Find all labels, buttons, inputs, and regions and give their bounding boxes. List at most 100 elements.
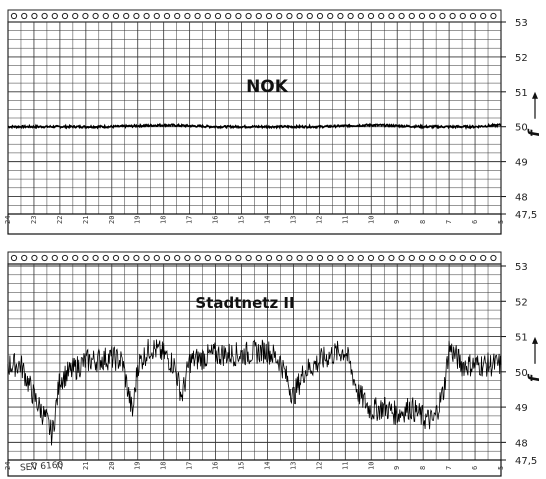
sprocket-hole: [378, 12, 385, 20]
sprocket-hole: [306, 254, 313, 262]
x-tick-label: 17: [186, 462, 194, 470]
sprocket-strip: [7, 9, 502, 23]
sprocket-hole: [398, 12, 405, 20]
sprocket-hole: [357, 12, 364, 20]
sprocket-hole: [316, 12, 324, 20]
sprocket-hole: [112, 12, 120, 20]
y-tick-label: 47,5: [515, 456, 537, 467]
sprocket-hole: [408, 12, 415, 20]
sprocket-hole: [265, 254, 273, 262]
x-tick-label: 21: [82, 216, 90, 224]
x-tick-label: 7: [445, 466, 453, 470]
sprocket-hole: [347, 254, 354, 262]
y-axis-arrow-head: [532, 91, 538, 99]
sprocket-hole: [398, 254, 405, 262]
sprocket-hole: [429, 12, 436, 20]
sprocket-hole: [204, 254, 211, 262]
x-tick-label: 21: [82, 462, 90, 470]
y-tick-label: 47,5: [515, 210, 537, 221]
sprocket-hole: [61, 12, 69, 20]
sprocket-hole: [449, 12, 456, 20]
x-tick-label: 15: [238, 216, 246, 224]
sprocket-hole: [82, 12, 89, 20]
sprocket-hole: [51, 12, 58, 20]
sprocket-hole: [184, 254, 191, 262]
sprocket-hole: [235, 12, 242, 20]
x-tick-label: 8: [419, 466, 427, 470]
sprocket-hole: [378, 254, 385, 262]
sprocket-hole: [21, 254, 28, 262]
x-tick-label: 12: [315, 462, 323, 470]
x-tick-label: 11: [341, 462, 349, 470]
y-tick-label: 52: [515, 53, 528, 64]
x-tick-label: 6: [471, 220, 479, 224]
y-tick-label: 53: [515, 18, 528, 29]
sprocket-hole: [286, 12, 293, 20]
sprocket-hole: [276, 12, 283, 20]
x-tick-label: 5: [497, 466, 505, 470]
sprocket-hole: [449, 254, 456, 262]
x-tick-label: 7: [445, 220, 453, 224]
sprocket-hole: [439, 12, 446, 20]
sprocket-hole: [174, 254, 181, 262]
x-tick-label: 16: [212, 216, 220, 224]
sprocket-hole: [265, 12, 273, 20]
x-tick-label: 18: [160, 462, 168, 470]
x-tick-label: 20: [108, 462, 116, 470]
sprocket-hole: [418, 254, 426, 262]
sprocket-hole: [327, 254, 334, 262]
sprocket-hole: [214, 254, 222, 262]
series-line: [7, 338, 502, 446]
sprocket-hole: [296, 12, 303, 20]
sprocket-hole: [61, 254, 69, 262]
sprocket-hole: [367, 254, 375, 262]
x-tick-label: 5: [497, 220, 505, 224]
sprocket-hole: [388, 12, 395, 20]
x-tick-label: 13: [289, 462, 297, 470]
sprocket-hole: [296, 254, 303, 262]
sprocket-hole: [480, 254, 487, 262]
sprocket-hole: [153, 12, 160, 20]
x-tick-label: 23: [30, 462, 38, 470]
y-tick-label: 50: [515, 368, 528, 379]
x-tick-label: 11: [341, 216, 349, 224]
x-tick-label: 24: [4, 462, 12, 470]
sprocket-hole: [429, 254, 436, 262]
sprocket-hole: [418, 12, 426, 20]
y-tick-label: 49: [515, 403, 528, 414]
x-tick-label: 20: [108, 216, 116, 224]
sprocket-strip: [7, 251, 502, 265]
x-tick-label: 13: [289, 216, 297, 224]
sprocket-hole: [143, 12, 150, 20]
sprocket-hole: [51, 254, 58, 262]
sprocket-hole: [480, 12, 487, 20]
series-line: [7, 122, 502, 131]
sprocket-hole: [92, 12, 99, 20]
sprocket-hole: [367, 12, 375, 20]
y-tick-label: 51: [515, 88, 528, 99]
sprocket-hole: [235, 254, 242, 262]
sprocket-hole: [21, 12, 28, 20]
sprocket-hole: [31, 12, 38, 20]
x-tick-label: 24: [4, 216, 12, 224]
sprocket-hole: [439, 254, 446, 262]
sprocket-hole: [72, 12, 79, 20]
x-tick-label: 14: [263, 216, 271, 224]
sprocket-hole: [143, 254, 150, 262]
sprocket-hole: [102, 254, 109, 262]
y-tick-label: 48: [515, 193, 528, 204]
y-axis-label: f: [525, 373, 543, 382]
x-tick-label: 22: [56, 462, 64, 470]
sprocket-hole: [194, 254, 201, 262]
x-tick-label: 6: [471, 466, 479, 470]
sprocket-hole: [459, 12, 466, 20]
sprocket-hole: [459, 254, 466, 262]
x-tick-label: 12: [315, 216, 323, 224]
sprocket-hole: [174, 12, 181, 20]
x-tick-label: 23: [30, 216, 38, 224]
sprocket-hole: [102, 12, 109, 20]
sprocket-hole: [337, 254, 344, 262]
chart-title: Stadtnetz II: [195, 294, 294, 312]
sprocket-hole: [388, 254, 395, 262]
